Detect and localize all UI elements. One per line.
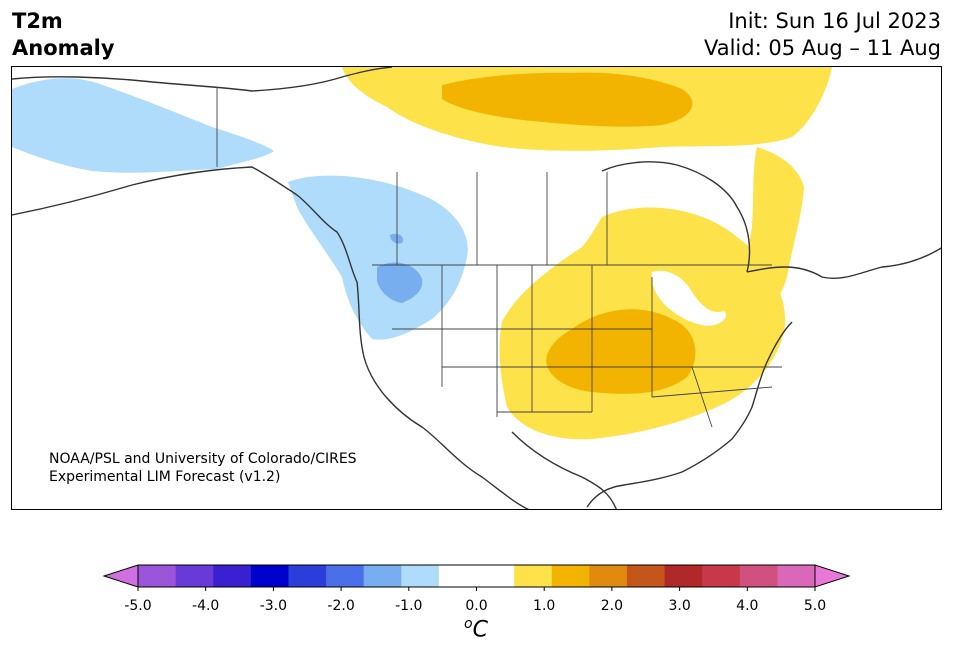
colorbar-tick-label: 4.0	[736, 598, 759, 614]
map-panel	[11, 66, 942, 510]
colorbar-under-arrow	[102, 564, 139, 588]
colorbar-tick-label: -1.0	[395, 598, 423, 614]
colorbar-unit: oC	[464, 616, 488, 642]
variable-subtitle: Anomaly	[12, 36, 115, 60]
colorbar-tick-label: -5.0	[124, 598, 152, 614]
colorbar-tick-label: -3.0	[259, 598, 288, 614]
colorbar-segment	[175, 565, 214, 587]
colorbar-segment	[514, 565, 553, 587]
map-title: T2m Anomaly	[12, 8, 115, 62]
colorbar-segment	[664, 565, 703, 587]
cold-anomaly-core	[377, 233, 423, 303]
colorbar-tick-label: 5.0	[803, 598, 827, 614]
colorbar-segment	[401, 565, 440, 587]
colorbar-segment	[288, 565, 327, 587]
variable-name: T2m	[12, 9, 63, 33]
anomaly-map	[12, 67, 941, 509]
colorbar-segment	[363, 565, 402, 587]
colorbar-tick-label: 2.0	[600, 598, 624, 614]
forecast-dates: Init: Sun 16 Jul 2023 Valid: 05 Aug – 11…	[704, 8, 941, 62]
colorbar-tick-label: 1.0	[533, 598, 556, 614]
colorbar-over-arrow	[814, 564, 851, 588]
colorbar-segment	[551, 565, 590, 587]
colorbar-segment	[213, 565, 252, 587]
unit-celsius: C	[472, 617, 488, 643]
great-lakes	[651, 270, 727, 326]
credit-line-1: NOAA/PSL and University of Colorado/CIRE…	[49, 451, 357, 467]
colorbar-segment	[589, 565, 628, 587]
cold-anomaly-alaska	[12, 78, 274, 173]
cold-anomaly-northwest	[288, 175, 468, 340]
colorbar-segment	[626, 565, 666, 587]
credit-note: NOAA/PSL and University of Colorado/CIRE…	[49, 450, 357, 486]
colorbar-segment	[777, 565, 816, 587]
unit-degree: o	[464, 616, 473, 632]
colorbar-segment	[326, 565, 365, 587]
colorbar-segment	[138, 565, 177, 587]
colorbar-segment	[739, 565, 778, 587]
credit-line-2: Experimental LIM Forecast (v1.2)	[49, 469, 281, 485]
colorbar-tick-label: 0.0	[465, 598, 488, 614]
warm-anomaly-arctic-core	[442, 72, 693, 127]
init-date: Init: Sun 16 Jul 2023	[728, 9, 941, 33]
colorbar-tick-label: 3.0	[668, 598, 691, 614]
warm-anomaly-central-core	[546, 309, 696, 394]
colorbar-segment	[250, 565, 289, 587]
colorbar-tick-label: -4.0	[192, 598, 220, 614]
colorbar-segment	[702, 565, 741, 587]
valid-range: Valid: 05 Aug – 11 Aug	[703, 36, 941, 60]
colorbar-segment	[438, 565, 477, 587]
colorbar-segment	[476, 565, 515, 587]
coastlines	[12, 67, 941, 509]
colorbar-tick-label: -2.0	[327, 598, 355, 614]
political-borders	[216, 87, 782, 428]
